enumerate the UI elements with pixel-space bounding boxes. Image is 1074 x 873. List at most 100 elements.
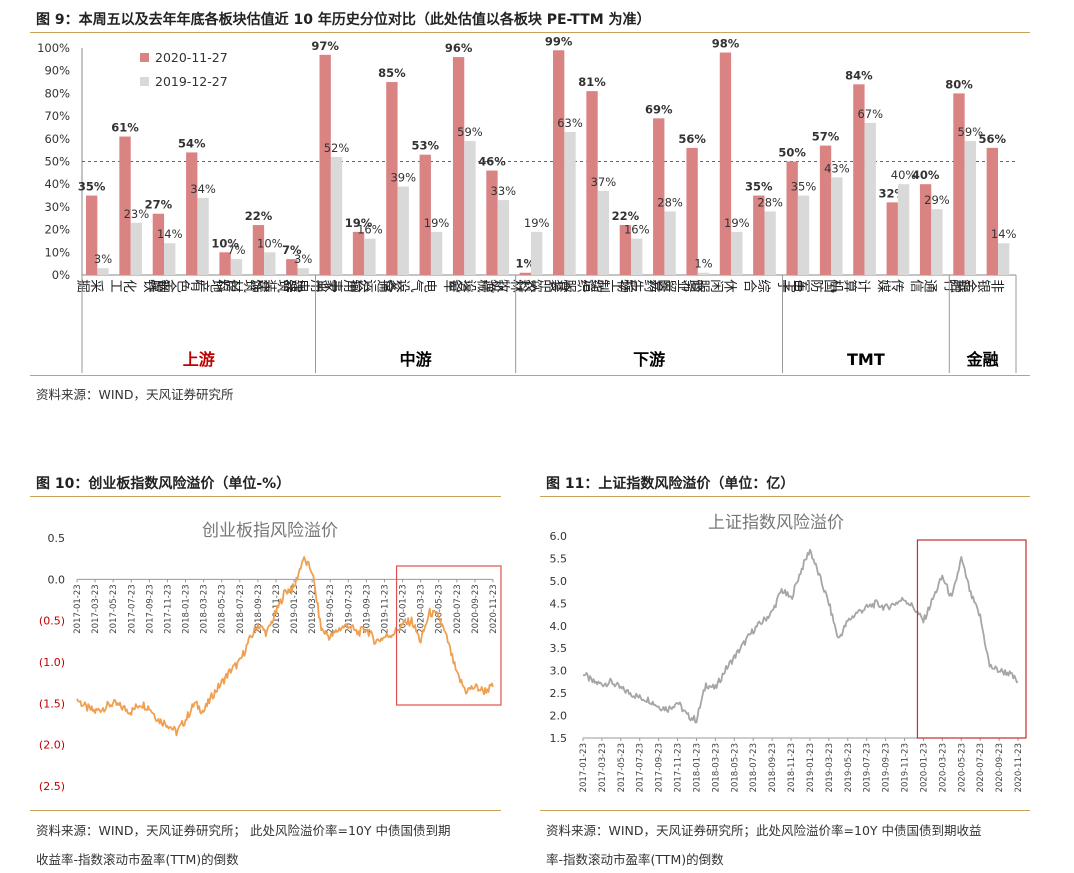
fig9-data-label: 29% [924,193,950,207]
fig10-xtick-label: 2020-03-23 [417,584,427,633]
fig9-category-label: 建筑材料 [216,276,271,293]
fig11-xtick-label: 2017-09-23 [655,743,665,792]
fig9-category-label: 商业贸易 [650,276,705,293]
fig10-xtick-label: 2019-07-23 [344,584,354,633]
fig9-category-label: 传媒 [877,276,905,293]
fig9-bar-current [919,184,932,275]
fig9-category-label: 计算机 [829,276,871,293]
fig9-bar-current [653,118,665,276]
fig9-bar-current [419,154,431,275]
fig9-ytick-label: 80% [44,86,70,100]
fig9-bar-current [186,152,198,275]
fig10-xtick-label: 2018-05-23 [218,584,228,633]
fig9-data-label: 50% [778,146,806,160]
fig9-category-label: 建筑装饰 [249,276,304,293]
fig9-bar-current [219,252,231,275]
fig9-bar-prior [664,211,676,275]
fig9-data-label: 99% [545,34,573,48]
fig11-xtick-label: 2020-05-23 [957,743,967,792]
fig11-chart-title: 上证指数风险溢价 [708,513,844,533]
fig10-xtick-label: 2017-09-23 [145,584,155,633]
fig9-category-label: 休闲服务 [683,276,738,293]
fig11-xtick-label: 2019-03-23 [825,743,835,792]
fig9-data-label: 57% [812,130,840,144]
fig9-data-label: 40% [891,168,917,182]
fig9-data-label: 56% [678,132,706,146]
fig10-xtick-label: 2019-11-23 [380,584,390,633]
fig9-data-label: 10% [211,236,239,250]
fig9-bar-prior [364,238,376,275]
fig10-xtick-label: 2020-09-23 [471,584,481,633]
fig9-data-label: 46% [478,155,506,169]
fig9-group-label: TMT [847,350,885,369]
fig9-data-label: 1% [694,257,712,271]
fig11-xtick-label: 2019-09-23 [882,743,892,792]
fig9-ytick-label: 90% [44,64,70,78]
fig9-ytick-label: 70% [44,109,70,123]
fig11-xtick-label: 2017-07-23 [636,743,646,792]
fig9-bar-prior [597,191,610,275]
fig9-bar-current [286,259,298,275]
fig9-bar-prior [797,195,810,275]
fig10-xtick-label: 2018-01-23 [182,584,192,633]
fig10-xtick-label: 2020-05-23 [435,584,445,633]
fig9-ytick-label: 30% [44,200,70,214]
fig11-xtick-label: 2018-11-23 [787,743,797,792]
fig9-group-label: 上游 [183,350,215,369]
fig9-ytick-label: 20% [44,223,70,237]
fig10-title-rule [30,496,501,497]
fig9-group-label: 金融 [966,350,999,369]
fig11-source-rule [540,810,1030,811]
fig9-bar-current [619,225,632,275]
fig11-xtick-label: 2018-05-23 [730,743,740,792]
fig9-source-rule [30,375,1030,376]
fig11-title: 图 11：上证指数风险溢价（单位：亿） [546,476,795,492]
fig9-bar-prior [864,122,876,275]
fig9-bar-prior [964,141,976,275]
fig9-bar-current [119,136,131,275]
fig9-bar-prior [530,231,543,275]
fig9-category-label: 纺织服装 [550,276,605,293]
fig9-bar-prior [731,231,743,275]
fig11-xtick-label: 2017-05-23 [617,743,627,792]
fig11-ytick-label: 5.5 [550,552,568,565]
fig9-bar-prior [564,131,576,275]
fig10-source-line2: 收益率-指数滚动市盈率(TTM)的倒数 [36,852,239,867]
fig11-xtick-label: 2018-03-23 [711,743,721,792]
fig10-xtick-label: 2018-03-23 [200,584,210,633]
fig9-category-label: 房地产 [195,276,237,293]
fig9-bar-current [953,93,965,276]
fig9-bar-prior [230,259,243,275]
fig9-data-label: 19% [724,216,750,230]
fig9-bar-prior [264,252,276,275]
fig10-xtick-label: 2019-09-23 [362,584,372,633]
fig9-bar-current [853,84,865,275]
fig9-data-label: 84% [845,68,873,82]
fig10-xtick-label: 2020-11-23 [489,584,499,633]
fig9-data-label: 59% [457,125,483,139]
fig9-bar-current [986,147,998,275]
fig10-series-line [76,556,494,737]
fig9-category-label: 综合 [743,276,771,293]
fig10-ytick-label: (1.0) [39,656,65,669]
fig11-xtick-label: 2020-07-23 [976,743,986,792]
fig9-category-label: 食品饮料 [516,276,572,293]
fig9-bar-prior [497,200,509,275]
fig11-series-line [582,548,1019,724]
fig9-data-label: 43% [824,161,850,175]
fig9-data-label: 37% [591,175,617,189]
fig9-data-label: 14% [991,227,1017,241]
fig9-bar-current [553,50,565,275]
fig11-xtick-label: 2020-01-23 [919,743,929,792]
fig9-bar-prior [97,268,109,275]
fig9-bar-prior [697,272,710,275]
fig9-category-label: 医药生物 [615,276,670,293]
fig9-bar-current [452,57,465,275]
fig9-data-label: 97% [311,39,339,53]
fig11-xtick-label: 2018-09-23 [768,743,778,792]
fig9-legend-swatch [140,53,149,62]
fig9-bar-current [586,91,598,275]
fig10-ytick-label: (1.5) [39,697,65,710]
fig9-data-label: 28% [757,195,783,209]
fig10-xtick-label: 2019-05-23 [326,584,336,633]
